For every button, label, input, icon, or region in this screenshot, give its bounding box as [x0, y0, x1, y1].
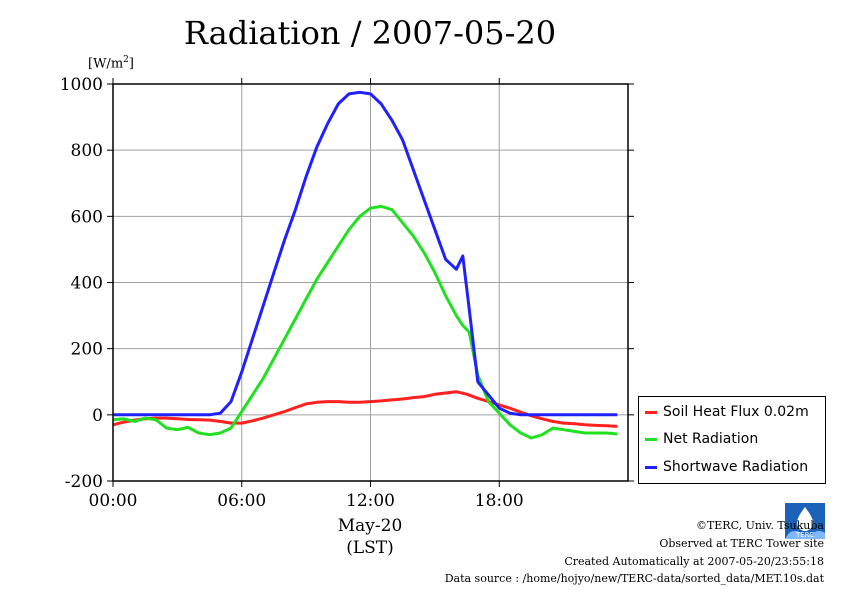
legend-swatch-green: [645, 437, 657, 441]
y-tick-label: 800: [71, 141, 103, 161]
legend: Soil Heat Flux 0.02m Net Radiation Short…: [638, 396, 826, 484]
x-tick-label: 06:00: [217, 491, 266, 511]
footer-site: Observed at TERC Tower site: [659, 537, 824, 550]
y-tick-label: 600: [71, 207, 103, 227]
footer-credit: ©TERC, Univ. Tsukuba: [695, 519, 824, 532]
terc-logo: TERC: [785, 503, 825, 539]
legend-label: Soil Heat Flux 0.02m: [663, 404, 809, 420]
y-tick-label: -200: [65, 472, 103, 492]
legend-label: Net Radiation: [663, 431, 759, 447]
legend-swatch-red: [645, 410, 657, 414]
x-axis-label: May-20 (LST): [330, 515, 410, 559]
y-tick-label: 1000: [60, 75, 103, 95]
y-axis-unit: [W/m2]: [88, 55, 134, 72]
x-tick-label: 18:00: [475, 491, 524, 511]
y-tick-label: 0: [92, 406, 103, 426]
x-axis-timezone: (LST): [346, 538, 394, 558]
x-axis-date: May-20: [337, 516, 403, 536]
legend-item-shortwave-radiation: Shortwave Radiation: [645, 457, 808, 477]
footer-source: Data source : /home/hojyo/new/TERC-data/…: [444, 572, 824, 585]
svg-text:TERC: TERC: [795, 531, 814, 539]
legend-item-soil-heat-flux: Soil Heat Flux 0.02m: [645, 402, 809, 422]
x-tick-label: 00:00: [89, 491, 138, 511]
x-tick-label: 12:00: [346, 491, 395, 511]
chart-title: Radiation / 2007-05-20: [183, 14, 557, 52]
series-line-1: [112, 204, 618, 440]
legend-label: Shortwave Radiation: [663, 459, 809, 475]
legend-swatch-blue: [645, 465, 657, 469]
y-tick-label: 400: [71, 274, 103, 294]
y-tick-label: 200: [71, 340, 103, 360]
series-line-2: [113, 90, 618, 417]
footer-created: Created Automatically at 2007-05-20/23:5…: [564, 555, 824, 568]
legend-item-net-radiation: Net Radiation: [645, 429, 758, 449]
